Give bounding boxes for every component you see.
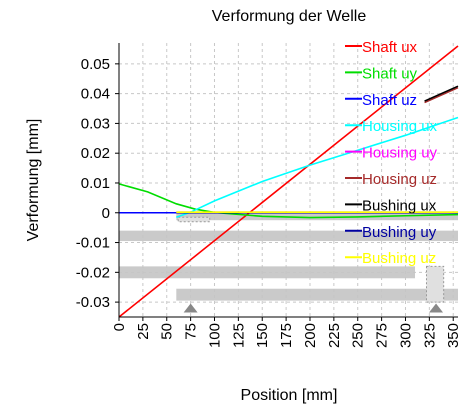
shaft-model-overlay [119,211,458,313]
y-tick-label: 0.05 [81,56,110,73]
x-tick-label: 150 [254,323,271,348]
housing-lower [176,288,458,301]
series-line-shaft-uy [118,183,459,219]
x-tick-label: 200 [302,323,319,348]
x-tick-label: 75 [183,323,200,340]
x-tick-label: 250 [350,323,367,348]
x-tick-label: 25 [135,323,152,340]
x-tick-label: 50 [159,323,176,340]
legend-label: Bushing uy [362,224,437,241]
legend: Shaft ux Shaft uy Shaft uz Housing ux Housin… [345,39,438,267]
y-ticks: 0.05 0.04 0.03 0.02 0.01 0 -0.01 -0.02 -0.03 [76,56,119,311]
series-lines [118,45,459,318]
x-tick-label: 350 [445,323,462,348]
housing-middle [119,266,416,279]
legend-label: Bushing uz [362,250,436,267]
x-tick-label: 125 [230,323,247,348]
bearing-left [177,216,211,223]
x-tick-label: 225 [326,323,343,348]
x-tick-label: 175 [278,323,295,348]
legend-label: Bushing ux [362,197,437,214]
y-axis-label: Verformung [mm] [25,119,42,242]
x-ticks: 0 25 50 75 100 125 150 175 200 225 250 275 300 325 350 [111,317,462,348]
housing-upper [119,230,458,242]
x-tick-label: 275 [374,323,391,348]
x-tick-label: 0 [111,323,128,331]
series-line-shaft-ux [118,45,459,318]
y-tick-label: 0 [102,205,110,222]
legend-label: Shaft ux [362,39,418,56]
y-tick-label: 0.02 [81,145,110,162]
y-tick-label: 0.03 [81,115,110,132]
legend-label: Shaft uy [362,65,418,82]
y-tick-label: -0.03 [76,294,110,311]
x-tick-label: 300 [397,323,414,348]
legend-label: Housing ux [362,118,438,135]
y-tick-label: 0.01 [81,175,110,192]
x-tick-label: 100 [206,323,223,348]
y-tick-label: -0.02 [76,264,110,281]
legend-label: Shaft uz [362,92,417,109]
x-axis-label: Position [mm] [241,387,338,404]
shaft-body [176,211,458,221]
y-tick-label: 0.04 [81,86,110,103]
x-tick-label: 325 [421,323,438,348]
support-right [429,303,444,313]
legend-label: Housing uy [362,145,438,162]
legend-label: Housing uz [362,171,437,188]
bearing-right [425,265,445,303]
y-tick-label: -0.01 [76,235,110,252]
chart-title: Verformung der Welle [212,8,367,25]
series-line-housing-uz [424,86,459,104]
axes [118,43,458,318]
support-left [183,303,198,313]
series-line-bushing-ux [424,85,459,102]
series-line-housing-ux [176,116,459,218]
